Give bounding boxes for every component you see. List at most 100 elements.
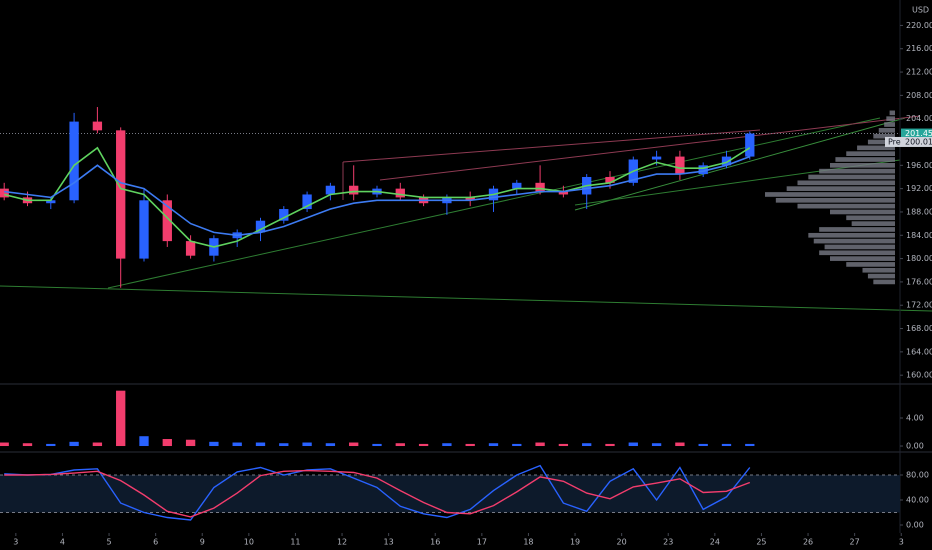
candle-body	[255, 220, 266, 233]
candle-body	[558, 191, 569, 195]
volume-bar	[488, 443, 499, 447]
y-tick-label: 40.00	[906, 496, 929, 505]
volume-bar	[582, 443, 592, 447]
trend-line	[379, 115, 921, 181]
y-tick-label: 180.00	[906, 254, 932, 263]
volume-bar	[116, 390, 126, 447]
volume-profile-bar	[846, 215, 895, 221]
volume-bar	[442, 443, 452, 447]
volume-bar	[605, 443, 615, 447]
volume-profile-bar	[867, 273, 895, 279]
volume-bar	[162, 439, 172, 447]
pre-market-box	[885, 136, 932, 147]
x-tick-label: 27	[850, 538, 860, 547]
volume-bar	[92, 442, 103, 447]
y-tick-label: 168.00	[906, 324, 932, 333]
volume-bar	[325, 443, 336, 447]
x-tick-label: 25	[756, 538, 766, 547]
candle-body	[605, 176, 615, 183]
trend-line	[342, 129, 761, 163]
candle-body	[162, 200, 172, 242]
x-tick-label: 13	[384, 538, 394, 547]
candle-body	[651, 156, 662, 160]
candle-body	[302, 194, 312, 210]
candle-body	[69, 121, 79, 201]
volume-bar	[558, 443, 569, 447]
y-tick-label: 0.00	[906, 521, 924, 530]
y-tick-label: 220.00	[906, 21, 932, 30]
volume-profile-bar	[797, 180, 895, 186]
stoch-band	[0, 475, 900, 513]
candle-body	[721, 156, 732, 166]
volume-profile-bar	[765, 192, 895, 197]
x-tick-label: 24	[710, 538, 720, 547]
candle-body	[139, 200, 149, 259]
volume-profile-bar	[884, 122, 895, 127]
candle-body	[675, 156, 685, 175]
volume-bar	[745, 443, 755, 447]
candle-body	[465, 197, 475, 201]
y-tick-label: 196.00	[906, 161, 932, 170]
x-tick-label: 3	[899, 538, 904, 547]
volume-profile-bar	[873, 279, 895, 285]
y-tick-label: 188.00	[906, 207, 932, 216]
volume-bar	[139, 436, 149, 447]
pre-market-tag: Pre	[888, 137, 901, 146]
x-tick-label: 12	[337, 538, 347, 547]
candle-body	[512, 182, 522, 189]
last-price-box	[901, 128, 932, 139]
x-tick-label: 19	[570, 538, 580, 547]
volume-profile-bar	[813, 238, 895, 244]
volume-bar	[185, 439, 196, 447]
volume-bar	[465, 443, 475, 447]
candle-body	[92, 121, 103, 131]
volume-profile-bar	[857, 145, 895, 151]
pre-market-label: 200.01	[905, 137, 932, 146]
volume-profile-bar	[830, 162, 895, 168]
trend-line	[107, 117, 881, 289]
y-tick-label: 192.00	[906, 184, 932, 193]
y-tick-label: 160.00	[906, 371, 932, 380]
volume-bar	[69, 441, 79, 447]
x-tick-label: 11	[290, 538, 300, 547]
candle-body	[116, 130, 126, 259]
volume-profile-bar	[824, 244, 895, 250]
x-tick-label: 20	[617, 538, 627, 547]
stoch-line	[4, 469, 751, 518]
volume-profile-bar	[808, 232, 895, 238]
volume-profile-bar	[846, 262, 895, 267]
volume-bar	[209, 441, 219, 447]
volume-bar	[22, 443, 33, 447]
volume-bar	[46, 443, 56, 447]
volume-profile-bar	[862, 267, 895, 273]
volume-profile-bar	[886, 116, 895, 122]
volume-profile-bar	[867, 139, 895, 145]
volume-profile-bar	[786, 186, 895, 191]
volume-profile-bar	[873, 133, 895, 139]
y-tick-label: 176.00	[906, 277, 932, 286]
volume-profile-bar	[775, 197, 895, 203]
x-tick-label: 23	[663, 538, 673, 547]
candle-body	[0, 188, 9, 198]
x-tick-label: 10	[244, 538, 254, 547]
x-tick-label: 18	[523, 538, 533, 547]
y-tick-label: 204.00	[906, 114, 932, 123]
volume-bar	[418, 443, 429, 447]
candle-body	[325, 185, 336, 195]
y-tick-label: 184.00	[906, 231, 932, 240]
candle-body	[535, 182, 545, 192]
volume-profile-bar	[830, 256, 895, 261]
y-tick-label: 164.00	[906, 347, 932, 356]
volume-profile-bar	[851, 221, 895, 226]
volume-profile-bar	[846, 151, 895, 156]
y-tick-label: 4.00	[906, 414, 924, 423]
volume-profile-bar	[878, 128, 895, 133]
currency: USD	[912, 6, 929, 15]
y-tick-label: 172.00	[906, 301, 932, 310]
trend-line	[0, 285, 932, 312]
volume-bar	[628, 442, 638, 447]
volume-profile-bar	[797, 203, 895, 209]
volume-bar	[651, 443, 662, 447]
y-tick-label: 208.00	[906, 91, 932, 100]
